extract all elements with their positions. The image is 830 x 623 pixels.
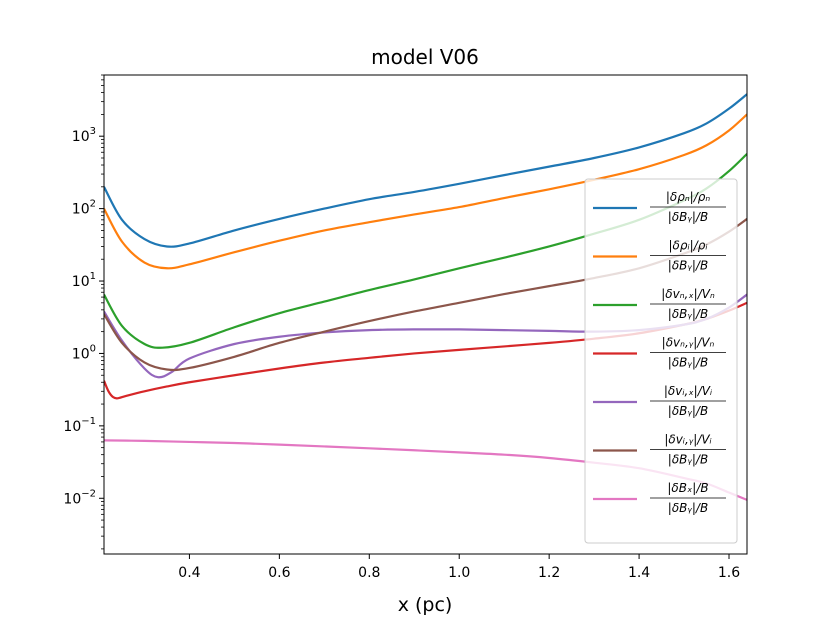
legend-box [584, 178, 738, 544]
x-tick-label: 0.4 [178, 565, 200, 581]
x-tick-label: 1.0 [448, 565, 470, 581]
plot-area: 0.4 0.6 0.8 1.0 1.2 1.4 1.6 10−210−11001011021… [63, 74, 748, 581]
legend-label-numerator: |δvₙ,ₓ|/Vₙ [661, 287, 715, 301]
legend-label-numerator: |δρₙ|/ρₙ [666, 190, 710, 204]
legend-label-denominator: |δBᵧ|/B [668, 501, 708, 515]
legend-label-denominator: |δBᵧ|/B [668, 210, 708, 224]
chart-title: model V06 [371, 45, 479, 69]
legend-label-denominator: |δBᵧ|/B [668, 404, 708, 418]
legend-label-numerator: |δvᵢ,ᵧ|/Vᵢ [664, 433, 711, 447]
legend-label-numerator: |δvₙ,ᵧ|/Vₙ [662, 336, 715, 350]
legend-label-denominator: |δBᵧ|/B [668, 356, 708, 370]
legend-label-denominator: |δBᵧ|/B [668, 453, 708, 467]
series-line-1 [104, 93, 747, 248]
x-tick-label: 0.8 [358, 565, 380, 581]
x-axis-ticks: 0.4 0.6 0.8 1.0 1.2 1.4 1.6 [178, 554, 740, 581]
x-tick-label: 1.4 [628, 565, 650, 581]
legend-label-numerator: |δρᵢ|/ρᵢ [669, 239, 708, 253]
legend-label-numerator: |δvᵢ,ₓ|/Vᵢ [664, 384, 712, 398]
x-tick-label: 0.6 [268, 565, 290, 581]
legend-label-denominator: |δBᵧ|/B [668, 307, 708, 321]
x-tick-label: 1.6 [718, 565, 740, 581]
series-line-2 [104, 113, 747, 270]
legend: |δρₙ|/ρₙ |δBᵧ|/B |δρᵢ|/ρᵢ |δBᵧ|/B |δvₙ,ₓ|/Vₙ… [584, 178, 738, 544]
legend-label-numerator: |δBₓ|/B [667, 481, 708, 495]
legend-label-denominator: |δBᵧ|/B [668, 259, 708, 273]
x-axis-label: x (pc) [398, 594, 453, 616]
axes-frame [103, 74, 748, 555]
x-tick-label: 1.2 [538, 565, 560, 581]
